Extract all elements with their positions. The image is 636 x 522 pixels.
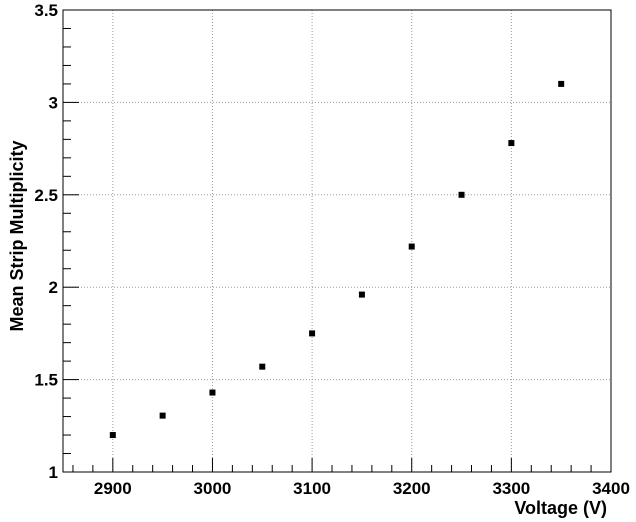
x-tick-label: 3400 bbox=[592, 479, 630, 498]
data-points bbox=[109, 80, 565, 439]
data-point bbox=[358, 291, 365, 298]
y-tick-label: 1 bbox=[49, 463, 58, 482]
y-tick-label: 1.5 bbox=[34, 371, 58, 390]
x-tick-label: 3100 bbox=[293, 479, 331, 498]
y-tick-label: 2.5 bbox=[34, 186, 58, 205]
grid-lines bbox=[63, 10, 611, 472]
data-point bbox=[458, 191, 465, 198]
x-tick-label: 3200 bbox=[393, 479, 431, 498]
data-point bbox=[558, 80, 565, 87]
data-point bbox=[508, 140, 515, 147]
y-axis-title: Mean Strip Multiplicity bbox=[7, 140, 27, 331]
plot-frame bbox=[62, 9, 612, 473]
data-point bbox=[209, 389, 216, 396]
y-tick-label: 3 bbox=[49, 93, 58, 112]
data-point bbox=[309, 330, 316, 337]
x-tick-labels: 2900 3000 3100 3200 3300 3400 bbox=[94, 479, 630, 498]
data-point bbox=[408, 243, 415, 250]
data-point bbox=[259, 363, 266, 370]
x-axis-title: Voltage (V) bbox=[514, 498, 607, 518]
x-tick-label: 3300 bbox=[492, 479, 530, 498]
x-tick-label: 3000 bbox=[194, 479, 232, 498]
y-tick-label: 3.5 bbox=[34, 1, 58, 20]
y-tick-labels: 1 1.5 2 2.5 3 3.5 bbox=[34, 1, 58, 482]
y-tick-label: 2 bbox=[49, 278, 58, 297]
axis-ticks bbox=[63, 9, 612, 473]
data-point bbox=[109, 432, 116, 439]
data-point bbox=[159, 412, 166, 419]
x-tick-label: 2900 bbox=[94, 479, 132, 498]
